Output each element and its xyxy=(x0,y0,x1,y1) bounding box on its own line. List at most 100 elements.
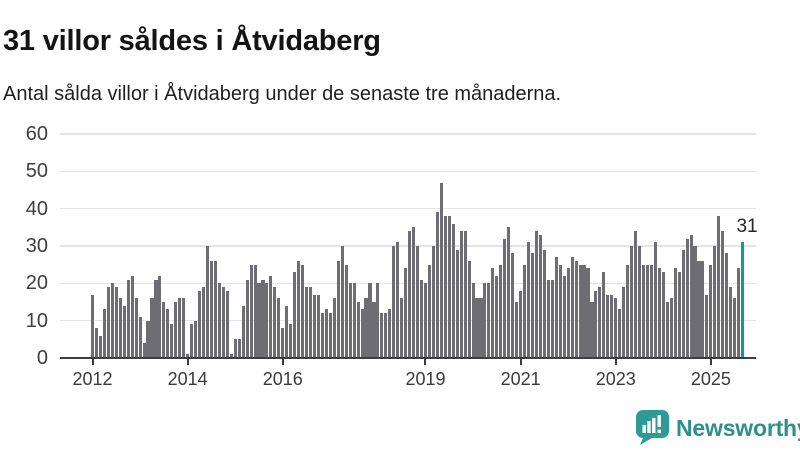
bar xyxy=(681,249,685,358)
bar xyxy=(150,298,154,358)
bar xyxy=(447,216,451,358)
bar xyxy=(217,283,221,358)
x-axis-tick-label: 2012 xyxy=(72,369,113,389)
bar xyxy=(324,309,328,358)
bar xyxy=(106,287,110,358)
bar xyxy=(542,249,546,358)
x-axis-tick-label: 2023 xyxy=(595,369,636,389)
bar xyxy=(285,305,289,358)
bar xyxy=(697,260,701,358)
bar xyxy=(408,231,412,358)
x-axis-line xyxy=(60,356,756,359)
x-axis-tick-label: 2016 xyxy=(262,369,303,389)
bar xyxy=(733,298,737,358)
bar xyxy=(435,212,439,358)
bar xyxy=(400,298,404,358)
bar xyxy=(178,298,182,358)
bar xyxy=(737,268,741,358)
bar xyxy=(534,231,539,358)
bar xyxy=(336,260,340,358)
gridline xyxy=(60,170,756,173)
bar xyxy=(352,283,356,358)
bar xyxy=(550,279,554,358)
bar xyxy=(380,313,384,358)
bar xyxy=(297,260,301,358)
bar xyxy=(261,279,265,358)
bar xyxy=(515,302,519,358)
bar-chart: 31 0 10 20 30 40 50 60 2012 2014 2016 2019 2021 2023… xyxy=(0,120,800,410)
bar xyxy=(503,238,507,358)
bar xyxy=(717,216,721,358)
bar xyxy=(554,257,558,358)
bar xyxy=(396,242,400,358)
bar xyxy=(166,309,170,358)
bar xyxy=(483,283,487,358)
x-axis-tick xyxy=(519,359,522,365)
bar xyxy=(404,268,408,358)
bar xyxy=(332,298,336,358)
bar xyxy=(102,309,106,358)
bar xyxy=(725,253,729,358)
bar xyxy=(360,309,364,358)
brand-footer: Newsworthy xyxy=(636,410,800,446)
bar xyxy=(467,260,471,358)
bar xyxy=(673,268,677,358)
y-axis-tick-label: 0 xyxy=(36,347,48,369)
bar xyxy=(634,231,638,358)
bar xyxy=(419,279,424,358)
bar xyxy=(249,264,253,358)
bar xyxy=(170,324,174,358)
bar xyxy=(582,264,586,358)
bar xyxy=(301,264,305,358)
bar xyxy=(182,298,186,358)
bar xyxy=(451,223,455,358)
bar xyxy=(194,320,198,358)
bar xyxy=(312,294,317,358)
bar xyxy=(412,227,416,358)
bar xyxy=(316,294,321,358)
bar xyxy=(253,264,257,358)
bar xyxy=(269,275,273,358)
bar xyxy=(701,260,705,358)
bar xyxy=(618,309,622,358)
bar xyxy=(546,279,550,358)
bar xyxy=(392,246,396,358)
bar xyxy=(586,268,590,358)
bar xyxy=(281,328,285,358)
bar xyxy=(578,264,582,358)
bar xyxy=(114,287,118,358)
bar xyxy=(729,287,733,358)
bar xyxy=(91,294,95,358)
bar xyxy=(653,242,657,358)
gridline xyxy=(60,319,756,322)
bar xyxy=(530,253,535,358)
bar xyxy=(186,354,190,358)
bar xyxy=(190,324,194,358)
bar xyxy=(626,264,630,358)
bar xyxy=(606,294,610,358)
bar xyxy=(443,216,447,358)
bar xyxy=(455,249,459,358)
bar xyxy=(122,305,126,358)
bar xyxy=(713,246,717,358)
bar xyxy=(241,305,245,358)
y-axis-tick-label: 60 xyxy=(25,123,48,145)
bar xyxy=(364,298,368,358)
bar xyxy=(245,279,249,358)
bar xyxy=(209,260,213,358)
bar xyxy=(637,246,642,358)
bar xyxy=(649,264,653,358)
bar xyxy=(439,182,443,358)
bar xyxy=(598,287,602,358)
bar xyxy=(388,309,392,358)
bar xyxy=(201,287,206,358)
bar xyxy=(305,287,309,358)
bar xyxy=(645,264,649,358)
bar xyxy=(138,316,142,358)
y-axis-tick-label: 30 xyxy=(25,235,48,257)
bar xyxy=(205,246,210,358)
bar xyxy=(689,234,693,358)
bar xyxy=(134,298,138,358)
bar xyxy=(495,275,499,358)
bar xyxy=(384,313,388,358)
